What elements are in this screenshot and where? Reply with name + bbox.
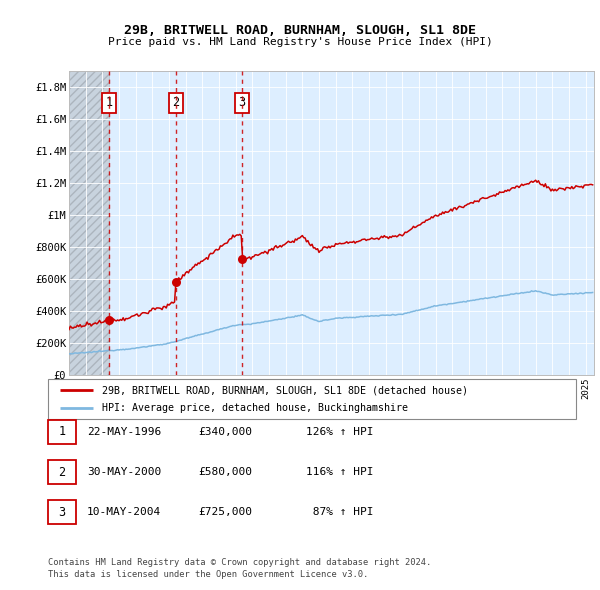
Text: 1: 1: [59, 425, 65, 438]
Text: 126% ↑ HPI: 126% ↑ HPI: [306, 427, 373, 437]
Bar: [69, 71, 109, 375]
Text: 10-MAY-2004: 10-MAY-2004: [87, 507, 161, 517]
Text: HPI: Average price, detached house, Buckinghamshire: HPI: Average price, detached house, Buck…: [102, 402, 408, 412]
Text: £725,000: £725,000: [198, 507, 252, 517]
Text: 29B, BRITWELL ROAD, BURNHAM, SLOUGH, SL1 8DE (detached house): 29B, BRITWELL ROAD, BURNHAM, SLOUGH, SL1…: [102, 385, 468, 395]
Text: £340,000: £340,000: [198, 427, 252, 437]
Text: 3: 3: [238, 96, 245, 109]
Text: Contains HM Land Registry data © Crown copyright and database right 2024.: Contains HM Land Registry data © Crown c…: [48, 558, 431, 568]
Text: 2: 2: [59, 466, 65, 478]
Text: Price paid vs. HM Land Registry's House Price Index (HPI): Price paid vs. HM Land Registry's House …: [107, 37, 493, 47]
Text: 116% ↑ HPI: 116% ↑ HPI: [306, 467, 373, 477]
Text: This data is licensed under the Open Government Licence v3.0.: This data is licensed under the Open Gov…: [48, 570, 368, 579]
Text: 87% ↑ HPI: 87% ↑ HPI: [306, 507, 373, 517]
Text: 1: 1: [105, 96, 112, 109]
Text: 3: 3: [59, 506, 65, 519]
Text: 30-MAY-2000: 30-MAY-2000: [87, 467, 161, 477]
Text: 2: 2: [172, 96, 179, 109]
Text: £580,000: £580,000: [198, 467, 252, 477]
Text: 29B, BRITWELL ROAD, BURNHAM, SLOUGH, SL1 8DE: 29B, BRITWELL ROAD, BURNHAM, SLOUGH, SL1…: [124, 24, 476, 37]
Text: 22-MAY-1996: 22-MAY-1996: [87, 427, 161, 437]
